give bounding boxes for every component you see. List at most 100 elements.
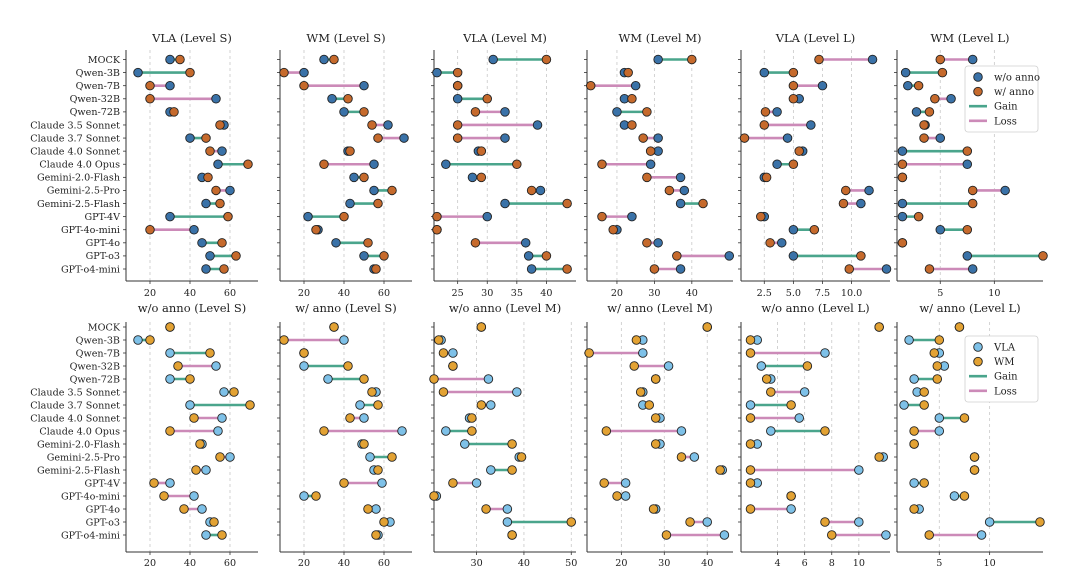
- point-vla: [483, 374, 494, 384]
- point-w-anno: [145, 224, 155, 235]
- point-wm: [319, 426, 329, 436]
- point-wm: [373, 400, 383, 410]
- point-w-anno: [205, 146, 215, 156]
- point-wm: [245, 400, 255, 410]
- point-w-anno: [913, 80, 924, 91]
- point-wm: [448, 478, 458, 488]
- point-w-o-anno: [806, 120, 816, 130]
- point-wm: [185, 374, 195, 384]
- point-w-anno: [145, 94, 155, 104]
- point-w-o-anno: [359, 80, 369, 91]
- point-w-o-anno: [653, 133, 663, 143]
- point-vla: [471, 478, 482, 488]
- point-w-anno: [476, 172, 487, 183]
- point-wm: [433, 335, 444, 345]
- x-tick-label: 40: [686, 288, 698, 299]
- point-vla: [820, 348, 830, 358]
- model-label-row0: Qwen-7B: [76, 81, 120, 92]
- point-vla: [133, 335, 143, 345]
- point-w-o-anno: [189, 224, 199, 235]
- model-label-row0: GPT-4o-mini: [61, 225, 120, 236]
- point-w-anno: [452, 133, 463, 143]
- legend-label: Gain: [994, 102, 1018, 113]
- model-label-row0: Gemini-2.0-Flash: [37, 173, 120, 184]
- legend-marker: [973, 356, 983, 367]
- point-w-anno: [814, 54, 824, 65]
- point-w-anno: [919, 133, 929, 143]
- point-w-o-anno: [962, 251, 973, 261]
- point-w-anno: [223, 211, 233, 222]
- point-w-o-anno: [165, 211, 175, 222]
- point-wm: [631, 335, 642, 345]
- point-w-anno: [597, 159, 607, 169]
- model-label-row1: Gemini-2.5-Pro: [47, 452, 121, 463]
- point-w-o-anno: [679, 185, 690, 196]
- legend-marker: [973, 342, 983, 352]
- point-vla: [512, 387, 522, 397]
- point-vla: [881, 530, 891, 540]
- legend-label: WM: [994, 357, 1015, 368]
- point-wm: [507, 530, 517, 540]
- point-w-o-anno: [967, 264, 978, 274]
- point-w-anno: [794, 146, 804, 156]
- model-label-row1: GPT-4V: [84, 478, 121, 489]
- point-wm: [820, 517, 830, 527]
- legend-label: Loss: [994, 386, 1017, 397]
- panel-title: WM (Level M): [618, 31, 701, 45]
- point-vla: [984, 517, 995, 527]
- model-label-row1: Qwen-7B: [76, 348, 120, 359]
- point-w-o-anno: [903, 80, 913, 91]
- point-wm: [919, 387, 929, 397]
- point-vla: [676, 426, 687, 436]
- point-w-o-anno: [782, 133, 793, 143]
- point-w-anno: [219, 264, 229, 274]
- point-vla: [225, 452, 235, 462]
- x-tick-label: 10: [853, 558, 865, 569]
- point-wm: [827, 530, 837, 540]
- point-w-anno: [608, 224, 618, 235]
- point-w-o-anno: [441, 159, 451, 169]
- panel-title: w/o anno (Level L): [761, 301, 869, 315]
- x-tick-label: 5: [936, 558, 942, 569]
- point-vla: [909, 478, 919, 488]
- point-w-o-anno: [452, 94, 463, 104]
- point-vla: [217, 413, 227, 423]
- point-vla: [211, 361, 221, 371]
- x-tick-label: 40: [540, 288, 552, 299]
- point-w-anno: [698, 198, 708, 209]
- model-label-row1: GPT-4o: [86, 504, 121, 515]
- point-w-anno: [897, 172, 908, 183]
- point-w-o-anno: [133, 67, 143, 78]
- point-w-o-anno: [881, 264, 892, 274]
- panel-4: VLA (Level L) 2.5 5.0 7.5 10.0: [738, 31, 892, 299]
- panel-title: WM (Level L): [931, 31, 1010, 45]
- point-w-o-anno: [630, 80, 641, 91]
- point-w-anno: [215, 198, 225, 209]
- point-wm: [924, 530, 934, 540]
- point-wm: [476, 400, 487, 410]
- x-tick-label: 35: [511, 288, 523, 299]
- point-w-anno: [343, 94, 353, 104]
- point-w-anno: [642, 107, 652, 117]
- point-wm: [676, 452, 687, 462]
- point-wm: [476, 322, 487, 332]
- point-wm: [820, 426, 830, 436]
- point-w-anno: [211, 185, 221, 196]
- point-wm: [173, 361, 183, 371]
- point-vla: [185, 400, 195, 410]
- point-wm: [959, 491, 970, 501]
- point-wm: [387, 452, 397, 462]
- point-wm: [1035, 517, 1045, 527]
- point-vla: [719, 530, 730, 540]
- point-w-o-anno: [467, 172, 478, 183]
- point-w-o-anno: [724, 251, 735, 261]
- point-w-anno: [541, 54, 552, 65]
- model-label-row0: Claude 3.5 Sonnet: [30, 120, 120, 131]
- point-w-anno: [935, 54, 946, 65]
- point-w-o-anno: [500, 198, 510, 209]
- point-w-o-anno: [331, 238, 341, 248]
- model-label-row1: MOCK: [88, 322, 121, 333]
- point-w-anno: [642, 172, 652, 183]
- point-wm: [909, 426, 919, 436]
